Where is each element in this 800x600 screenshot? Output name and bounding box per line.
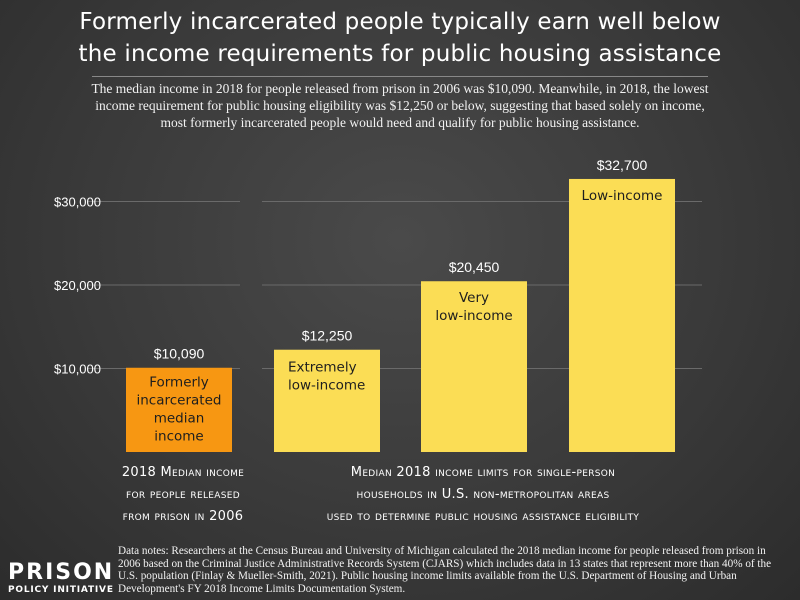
data-notes: Data notes: Researchers at the Census Bu… (118, 545, 772, 595)
bar-inside-label: income (154, 429, 203, 445)
caption-left-line-1: 2018 Median income (121, 465, 245, 480)
bar-value-label: $32,700 (597, 157, 648, 173)
bar-inside-label: Low-income (582, 188, 663, 204)
title-line-1: Formerly incarcerated people typically e… (79, 9, 721, 35)
caption-left-line-2: for people released (126, 487, 240, 502)
caption-right-line-2: households in U.S. non-metropolitan area… (356, 487, 610, 502)
bar (274, 349, 380, 452)
bar-value-label: $12,250 (302, 328, 353, 344)
prison-policy-initiative-logo: PRISON POLICY INITIATIVE (8, 562, 114, 596)
bar (126, 367, 232, 452)
bar-value-label: $10,090 (154, 346, 205, 362)
chart-subtitle: The median income in 2018 for people rel… (91, 81, 709, 130)
caption-left: 2018 Median income for people released f… (100, 462, 266, 528)
bar-inside-label: Formerly (149, 375, 209, 391)
chart-title: Formerly incarcerated people typically e… (0, 6, 800, 70)
bar (421, 281, 527, 452)
caption-right-line-3: used to determine public housing assista… (326, 509, 640, 524)
caption-right: Median 2018 income limits for single-per… (272, 462, 694, 528)
bar-inside-label: Very (459, 290, 489, 306)
caption-right-line-1: Median 2018 income limits for single-per… (350, 465, 616, 480)
title-line-2: the income requirements for public housi… (78, 41, 722, 67)
bar-inside-label: low-income (288, 378, 365, 394)
bar-value-label: $20,450 (449, 259, 500, 275)
bar-inside-label: Extremely (288, 360, 357, 376)
logo-line-2: POLICY INITIATIVE (8, 585, 114, 595)
bar-inside-label: low-income (435, 308, 512, 324)
y-tick-label: $20,000 (54, 278, 101, 293)
bar-inside-label: incarcerated (137, 393, 222, 409)
y-tick-label: $10,000 (54, 362, 101, 377)
bar (569, 178, 675, 452)
logo-line-1: PRISON (8, 560, 115, 585)
bar-inside-label: median (154, 411, 205, 427)
caption-left-line-3: from prison in 2006 (122, 509, 244, 524)
title-rule (92, 76, 708, 77)
y-tick-label: $30,000 (54, 195, 101, 210)
